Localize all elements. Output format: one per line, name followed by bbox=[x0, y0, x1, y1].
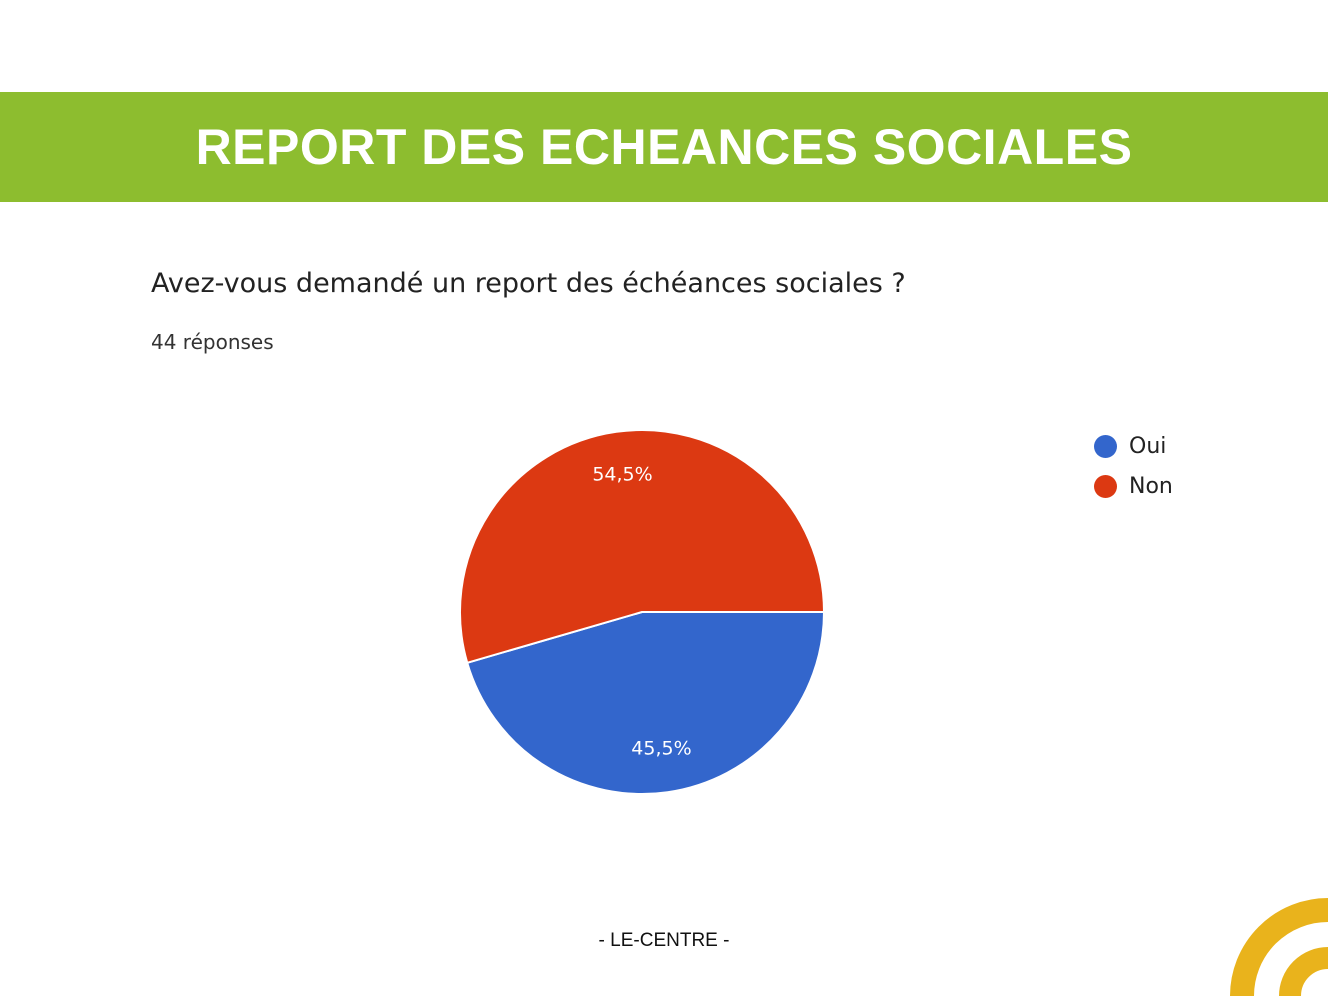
pie-label-non: 54,5% bbox=[592, 464, 652, 486]
signal-arc-logo-icon bbox=[1230, 898, 1328, 996]
legend-swatch-non bbox=[1094, 474, 1117, 498]
pie-slice-non bbox=[459, 429, 826, 665]
footer-text: - LE-CENTRE - bbox=[598, 930, 730, 951]
pie-label-oui: 45,5% bbox=[631, 737, 691, 759]
legend-swatch-oui bbox=[1094, 434, 1117, 458]
legend-label-oui: Oui bbox=[1129, 433, 1167, 459]
response-count: 44 réponses bbox=[151, 330, 274, 354]
pie-slice-oui bbox=[465, 611, 826, 795]
legend-item-non: Non bbox=[1094, 466, 1173, 506]
question-text: Avez-vous demandé un report des échéance… bbox=[151, 268, 906, 299]
legend-item-oui: Oui bbox=[1094, 426, 1173, 466]
chart-legend: Oui Non bbox=[1094, 426, 1173, 506]
header-banner: REPORT DES ECHEANCES SOCIALES bbox=[0, 92, 1328, 202]
legend-label-non: Non bbox=[1129, 473, 1173, 499]
page-title: REPORT DES ECHEANCES SOCIALES bbox=[195, 119, 1133, 175]
